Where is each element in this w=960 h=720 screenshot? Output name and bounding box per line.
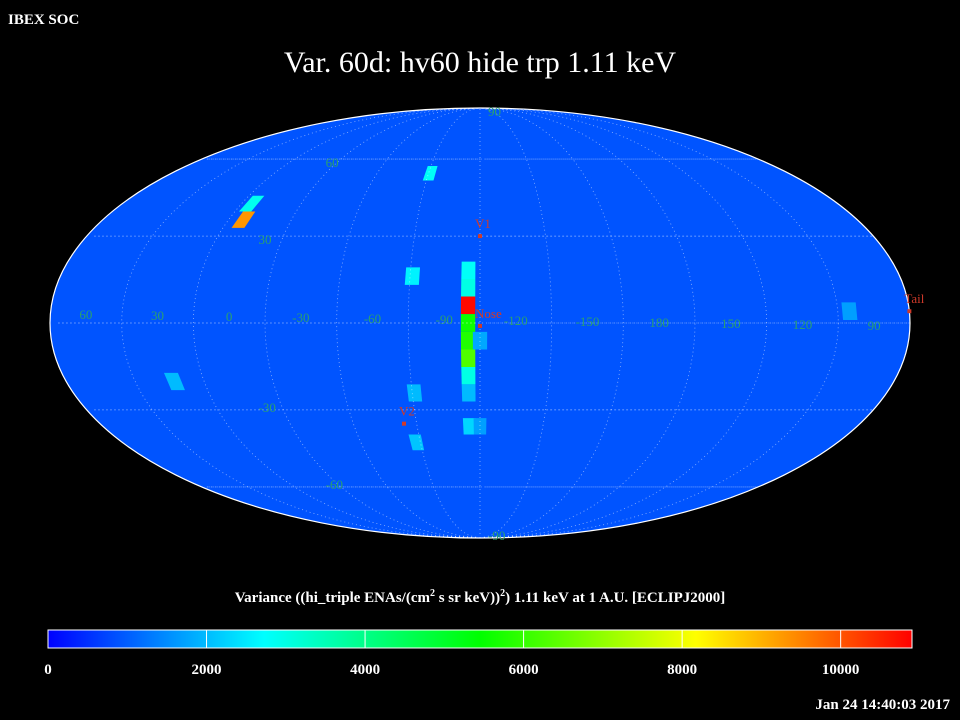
lon-label: -120 xyxy=(504,313,528,328)
sky-outline xyxy=(49,107,911,539)
sky-cell xyxy=(473,418,487,435)
meridian xyxy=(407,108,481,538)
colorbar-tick-label: 4000 xyxy=(350,662,380,678)
sky-cell xyxy=(461,367,476,385)
sky-cell xyxy=(461,278,476,297)
lon-label: 150 xyxy=(721,316,741,331)
lat-label: 90 xyxy=(488,104,501,119)
colorbar-tick-label: 10000 xyxy=(822,662,860,678)
sky-cell xyxy=(460,296,476,315)
sky-cell xyxy=(408,434,425,451)
lon-label: 180 xyxy=(649,315,669,330)
sky-cell xyxy=(404,267,421,285)
sky-cell xyxy=(461,261,476,279)
lat-label: 60 xyxy=(326,155,339,170)
sky-cell xyxy=(422,166,438,181)
sky-cell xyxy=(841,302,858,321)
lat-label: 30 xyxy=(259,232,272,247)
lon-label: 90 xyxy=(868,318,881,333)
colorbar-title: Variance ((hi_triple ENAs/(cm2 s sr keV)… xyxy=(235,588,726,606)
map-overlay: 60 30 0 -30 -60 -90 -120 -150 180 150 120 90 90 60 30 -… xyxy=(49,104,925,543)
lon-label: 60 xyxy=(79,307,92,322)
marker-dot xyxy=(478,323,482,328)
marker-dot xyxy=(478,234,482,239)
lat-label: -30 xyxy=(259,400,276,415)
lat-label: -60 xyxy=(326,477,343,492)
marker-label: V2 xyxy=(399,404,415,419)
superscript: 2 xyxy=(430,588,435,599)
marker-dot xyxy=(402,421,407,426)
lon-label: 0 xyxy=(226,309,233,324)
sky-cell xyxy=(163,372,185,391)
marker-label: V1 xyxy=(475,216,491,231)
title-part: s sr keV)) xyxy=(435,590,500,606)
lon-label: -150 xyxy=(576,314,600,329)
marker-label: Nose xyxy=(475,306,502,321)
meridian xyxy=(479,108,624,538)
lon-label: 120 xyxy=(793,317,813,332)
sky-cell xyxy=(238,195,265,212)
lon-label: -60 xyxy=(364,311,381,326)
sky-background xyxy=(50,108,910,538)
colorbar-scale xyxy=(47,629,913,649)
title-part: Variance ((hi_triple ENAs/(cm xyxy=(235,590,431,606)
sky-cell xyxy=(472,331,488,350)
lon-label: 30 xyxy=(151,308,164,323)
sky-cell xyxy=(406,384,423,402)
lat-label: -90 xyxy=(488,528,505,543)
sky-map xyxy=(50,108,910,538)
sky-cell xyxy=(460,331,476,350)
sky-cell xyxy=(461,384,476,402)
meridian xyxy=(479,108,553,538)
lon-label: -30 xyxy=(292,310,309,325)
sky-cell xyxy=(460,314,476,332)
title-part: ) 1.11 keV at 1 A.U. [ECLIPJ2000] xyxy=(505,590,725,606)
superscript: 2 xyxy=(500,588,505,599)
sky-cell xyxy=(231,211,256,228)
lon-label: -90 xyxy=(435,312,452,327)
colorbar: 0 2000 4000 6000 8000 10000 xyxy=(44,629,913,678)
sky-cell xyxy=(461,349,476,368)
sky-cell xyxy=(462,418,476,435)
meridian xyxy=(336,108,481,538)
colorbar-tick-label: 8000 xyxy=(667,662,697,678)
marker-dot xyxy=(907,309,912,314)
marker-label: Tail xyxy=(904,291,924,306)
colorbar-tick-label: 6000 xyxy=(509,662,539,678)
title: Var. 60d: hv60 hide trp 1.11 keV xyxy=(284,46,677,79)
colorbar-tick-label: 0 xyxy=(44,662,52,678)
colorbar-tick-label: 2000 xyxy=(192,662,222,678)
app-label: IBEX SOC xyxy=(8,12,79,28)
timestamp: Jan 24 14:40:03 2017 xyxy=(815,697,950,713)
